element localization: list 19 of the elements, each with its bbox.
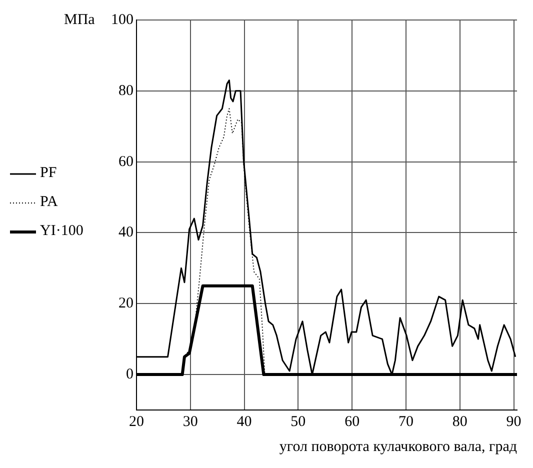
legend-label: PA: [40, 194, 58, 210]
x-tick-label: 50: [290, 414, 306, 430]
y-tick-label: 0: [126, 366, 134, 382]
y-tick-label: 40: [118, 224, 134, 241]
x-axis-title: угол поворота кулачкового вала, град: [279, 438, 518, 455]
y-axis-title: МПа: [64, 12, 95, 29]
legend-label: YI·100: [40, 223, 84, 239]
x-tick-label: 40: [236, 414, 252, 430]
x-tick-label: 30: [182, 414, 198, 430]
y-tick-label: 60: [118, 154, 134, 170]
y-tick-label: 80: [118, 82, 134, 99]
x-tick-label: 90: [506, 414, 522, 430]
x-tick-label: 80: [452, 414, 468, 430]
x-tick-label: 60: [344, 414, 360, 430]
x-tick-label: 70: [398, 414, 414, 430]
y-tick-label: 100: [111, 12, 134, 28]
x-tick-label: 20: [129, 414, 144, 430]
legend-label: PF: [40, 165, 57, 181]
y-tick-label: 20: [118, 296, 134, 312]
